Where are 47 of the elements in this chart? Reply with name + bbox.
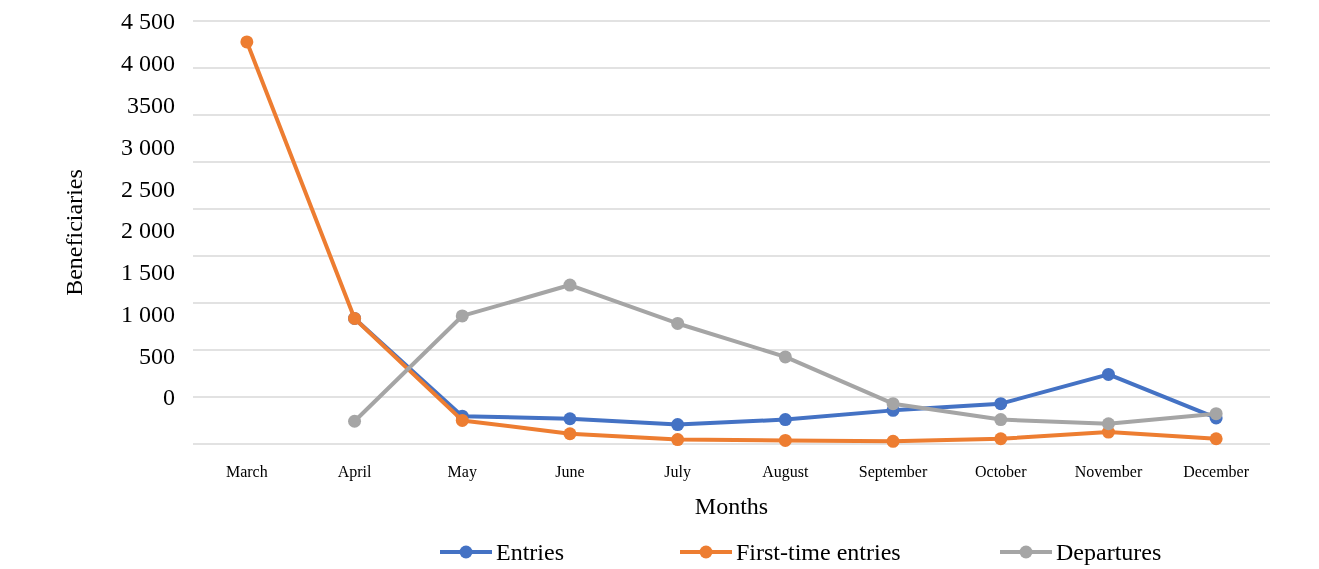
x-tick-label: April <box>337 463 372 481</box>
point <box>455 309 469 323</box>
legend-label: Entries <box>496 539 564 566</box>
point <box>778 433 792 447</box>
point <box>348 414 362 428</box>
point <box>563 427 577 441</box>
x-tick-label: December <box>1183 463 1250 480</box>
x-tick-label: July <box>664 463 691 481</box>
point <box>886 397 900 411</box>
x-tick-label: August <box>762 463 810 481</box>
point <box>994 413 1008 427</box>
point <box>671 433 685 447</box>
y-tick-label: 1 000 <box>121 300 175 327</box>
y-axis-title: Beneficiaries <box>61 169 87 296</box>
y-tick-label: 3 000 <box>121 133 175 160</box>
point <box>1101 367 1115 381</box>
y-tick-label: 4 500 <box>121 8 175 35</box>
x-tick-label: June <box>555 463 585 480</box>
x-tick-label: May <box>447 463 477 481</box>
point <box>563 412 577 426</box>
point <box>240 35 254 49</box>
y-tick-label: 3500 <box>127 91 175 118</box>
point <box>455 413 469 427</box>
x-tick-label: September <box>858 463 928 481</box>
point <box>671 316 685 330</box>
x-tick-label: March <box>225 463 268 480</box>
point <box>778 350 792 364</box>
point <box>671 418 685 432</box>
point <box>994 432 1008 446</box>
point <box>1101 417 1115 431</box>
point <box>1209 432 1223 446</box>
x-axis-title: Months <box>694 493 769 519</box>
point <box>778 413 792 427</box>
x-tick-label: November <box>1074 463 1143 480</box>
legend-label: First-time entries <box>736 539 901 566</box>
point <box>1209 407 1223 421</box>
y-tick-label: 0 <box>163 384 175 411</box>
point <box>563 278 577 292</box>
y-tick-label: 2 000 <box>121 217 175 244</box>
y-tick-label: 4 000 <box>121 50 175 77</box>
point <box>886 434 900 448</box>
y-tick-label: 1 500 <box>121 259 175 286</box>
y-tick-label: 2 500 <box>121 175 175 202</box>
x-tick-label: October <box>974 463 1028 480</box>
y-tick-label: 500 <box>139 342 175 369</box>
legend-label: Departures <box>1056 539 1162 566</box>
point <box>994 397 1008 411</box>
